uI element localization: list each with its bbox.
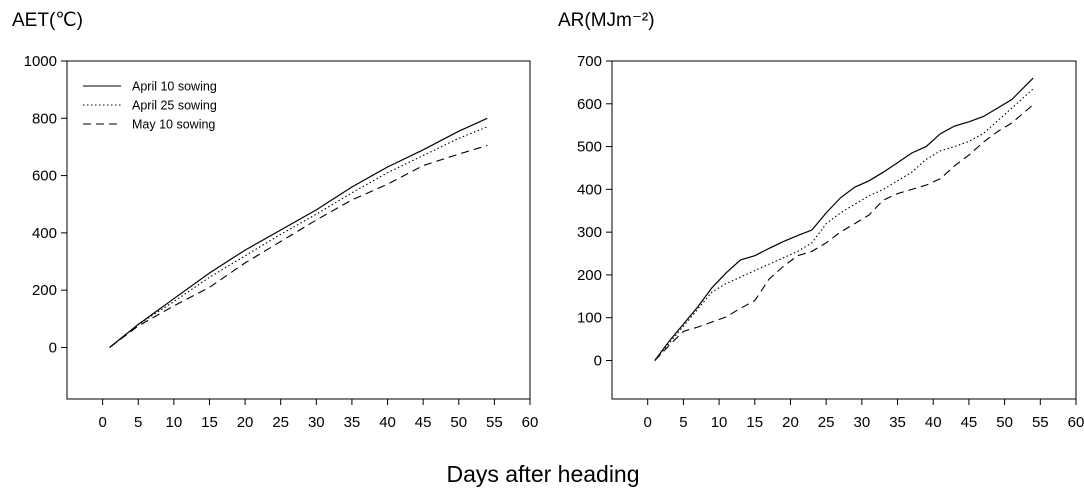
ar-y-tick-label-300: 300 (577, 224, 602, 241)
aet-x-tick-label-30: 30 (308, 414, 325, 431)
aet-y-tick-label-1000: 1000 (24, 53, 57, 70)
aet-x-tick-label-10: 10 (166, 414, 183, 431)
ar-x-tick-label-35: 35 (889, 414, 906, 431)
aet-y-tick-label-600: 600 (32, 168, 57, 185)
ar-y-tick-label-700: 700 (577, 53, 602, 70)
aet-x-tick-label-15: 15 (201, 414, 218, 431)
aet-x-tick-label-60: 60 (522, 414, 539, 431)
aet-y-tick-label-400: 400 (32, 225, 57, 242)
ar-x-tick-label-5: 5 (679, 414, 687, 431)
ar-y-tick-label-600: 600 (577, 96, 602, 113)
aet-x-tick-label-40: 40 (379, 414, 396, 431)
ar-x-tick-label-50: 50 (996, 414, 1013, 431)
aet-x-tick-label-55: 55 (486, 414, 503, 431)
ar-plot-frame (611, 60, 1077, 400)
aet-series-april-10-sowing (109, 117, 488, 348)
ar-series-april-25-sowing (654, 88, 1034, 361)
ar-x-tick-label-10: 10 (711, 414, 728, 431)
ar-y-axis-title: AR(MJm⁻²) (558, 10, 655, 31)
aet-x-tick-label-25: 25 (272, 414, 289, 431)
aet-y-tick-label-800: 800 (32, 110, 57, 127)
ar-series-may-10-sowing (654, 104, 1034, 361)
legend-label-april-10-sowing: April 10 sowing (132, 80, 217, 94)
aet-y-tick-label-0: 0 (49, 339, 57, 356)
shared-x-axis-title: Days after heading (446, 461, 639, 487)
ar-x-tick-label-40: 40 (925, 414, 942, 431)
ar-x-tick-label-55: 55 (1032, 414, 1049, 431)
ar-series-april-10-sowing (654, 77, 1034, 361)
ar-x-tick-label-20: 20 (782, 414, 799, 431)
aet-x-tick-label-50: 50 (450, 414, 467, 431)
legend-label-may-10-sowing: May 10 sowing (132, 118, 215, 132)
aet-plot-frame (66, 60, 531, 400)
aet-chart: AET(℃) 0 200 400 600 800 1000 0 5 10 15 20 25 30 35 40 4… (12, 10, 538, 431)
ar-y-tick-label-200: 200 (577, 267, 602, 284)
aet-series-may-10-sowing (109, 144, 488, 348)
aet-x-tick-label-45: 45 (415, 414, 432, 431)
ar-x-tick-label-60: 60 (1068, 414, 1084, 431)
ar-y-tick-label-400: 400 (577, 181, 602, 198)
ar-x-tick-label-25: 25 (818, 414, 835, 431)
aet-y-axis-title: AET(℃) (12, 10, 83, 31)
ar-x-tick-label-30: 30 (854, 414, 871, 431)
aet-x-tick-label-35: 35 (344, 414, 361, 431)
ar-chart: AR(MJm⁻²) 0 100 200 300 400 500 600 700 0 5 10 15 20 2… (558, 10, 1084, 431)
ar-x-tick-label-0: 0 (644, 414, 652, 431)
aet-x-tick-label-20: 20 (237, 414, 254, 431)
ar-y-tick-label-100: 100 (577, 310, 602, 327)
aet-series-april-25-sowing (109, 126, 488, 348)
aet-x-tick-label-5: 5 (134, 414, 142, 431)
aet-y-tick-label-200: 200 (32, 282, 57, 299)
aet-x-tick-label-0: 0 (98, 414, 106, 431)
ar-x-tick-label-45: 45 (961, 414, 978, 431)
legend-label-april-25-sowing: April 25 sowing (132, 99, 217, 113)
ar-y-tick-label-0: 0 (594, 352, 602, 369)
ar-y-tick-label-500: 500 (577, 139, 602, 156)
ar-x-tick-label-15: 15 (746, 414, 763, 431)
